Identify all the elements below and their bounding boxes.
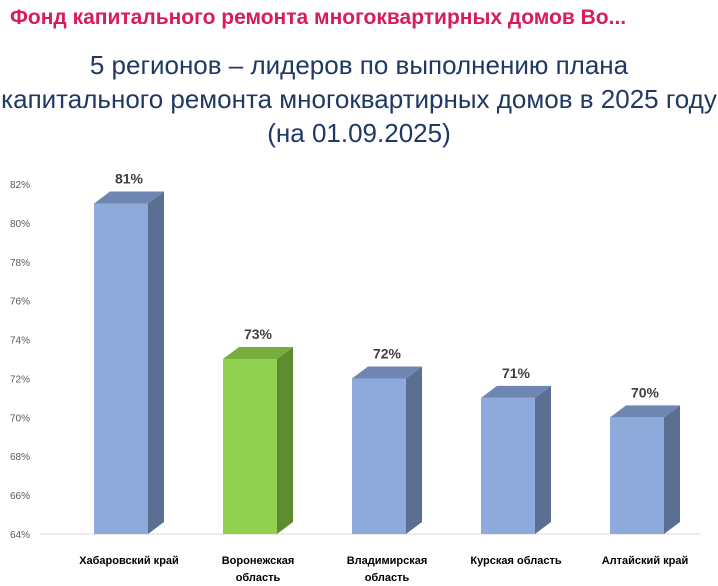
bar bbox=[481, 385, 551, 534]
x-category-label-line: Курская область bbox=[470, 555, 561, 567]
bar-front bbox=[94, 203, 148, 534]
bar-front bbox=[223, 359, 277, 534]
x-category-label-line: Алтайский край bbox=[602, 555, 689, 567]
x-category-label: Владимирская область bbox=[347, 555, 428, 584]
x-category-label: Воронежская область bbox=[222, 555, 295, 584]
y-tick-label: 64% bbox=[10, 530, 30, 541]
bar bbox=[352, 366, 422, 534]
data-label: 73% bbox=[244, 326, 273, 342]
bar bbox=[94, 191, 164, 534]
x-category-label: Курская область bbox=[470, 555, 561, 567]
data-label: 70% bbox=[631, 384, 660, 400]
x-category-label-line: область bbox=[365, 572, 410, 584]
y-tick-label: 80% bbox=[10, 219, 30, 230]
y-tick-label: 82% bbox=[10, 180, 30, 191]
bar-top bbox=[94, 191, 164, 204]
x-category-label-line: Воронежская bbox=[222, 555, 295, 567]
y-tick-label: 70% bbox=[10, 413, 30, 424]
y-tick-label: 74% bbox=[10, 336, 30, 347]
x-category-label-line: Хабаровский край bbox=[79, 555, 179, 567]
bar-side bbox=[664, 405, 680, 534]
y-tick-label: 72% bbox=[10, 374, 30, 385]
chart-title-line-1: 5 регионов – лидеров по выполнению плана bbox=[89, 50, 629, 80]
bar-chart: 64% 66% 68% 70% 72% 74% 76% 78% 80% 82% 81% Хабаров… bbox=[10, 170, 700, 584]
y-tick-label: 78% bbox=[10, 258, 30, 269]
data-label: 81% bbox=[115, 170, 144, 186]
bar-side bbox=[406, 366, 422, 534]
x-category-label-line: область bbox=[236, 572, 281, 584]
data-label: 71% bbox=[502, 365, 531, 381]
bar-side bbox=[148, 191, 164, 534]
y-tick-label: 66% bbox=[10, 491, 30, 502]
x-category-label: Хабаровский край bbox=[79, 555, 179, 567]
bar bbox=[223, 347, 293, 534]
bar-side bbox=[277, 347, 293, 534]
bar-top bbox=[610, 405, 680, 418]
bar-side bbox=[535, 385, 551, 534]
y-tick-label: 68% bbox=[10, 452, 30, 463]
bar bbox=[610, 405, 680, 534]
bar-top bbox=[481, 385, 551, 398]
bar-top bbox=[223, 347, 293, 359]
chart-title-line-2: капитального ремонта многоквартирных дом… bbox=[1, 84, 717, 114]
data-label: 72% bbox=[373, 345, 402, 361]
chart-title: 5 регионов – лидеров по выполнению плана… bbox=[0, 48, 718, 150]
x-category-label: Алтайский край bbox=[602, 555, 689, 567]
y-tick-label: 76% bbox=[10, 297, 30, 308]
chart-title-line-3: (на 01.09.2025) bbox=[267, 118, 451, 148]
bar-top bbox=[352, 366, 422, 379]
bar-front bbox=[481, 397, 535, 534]
bar-front bbox=[610, 417, 664, 534]
app-title: Фонд капитального ремонта многоквартирны… bbox=[10, 6, 627, 29]
x-category-label-line: Владимирская bbox=[347, 555, 428, 567]
bar-front bbox=[352, 378, 406, 534]
